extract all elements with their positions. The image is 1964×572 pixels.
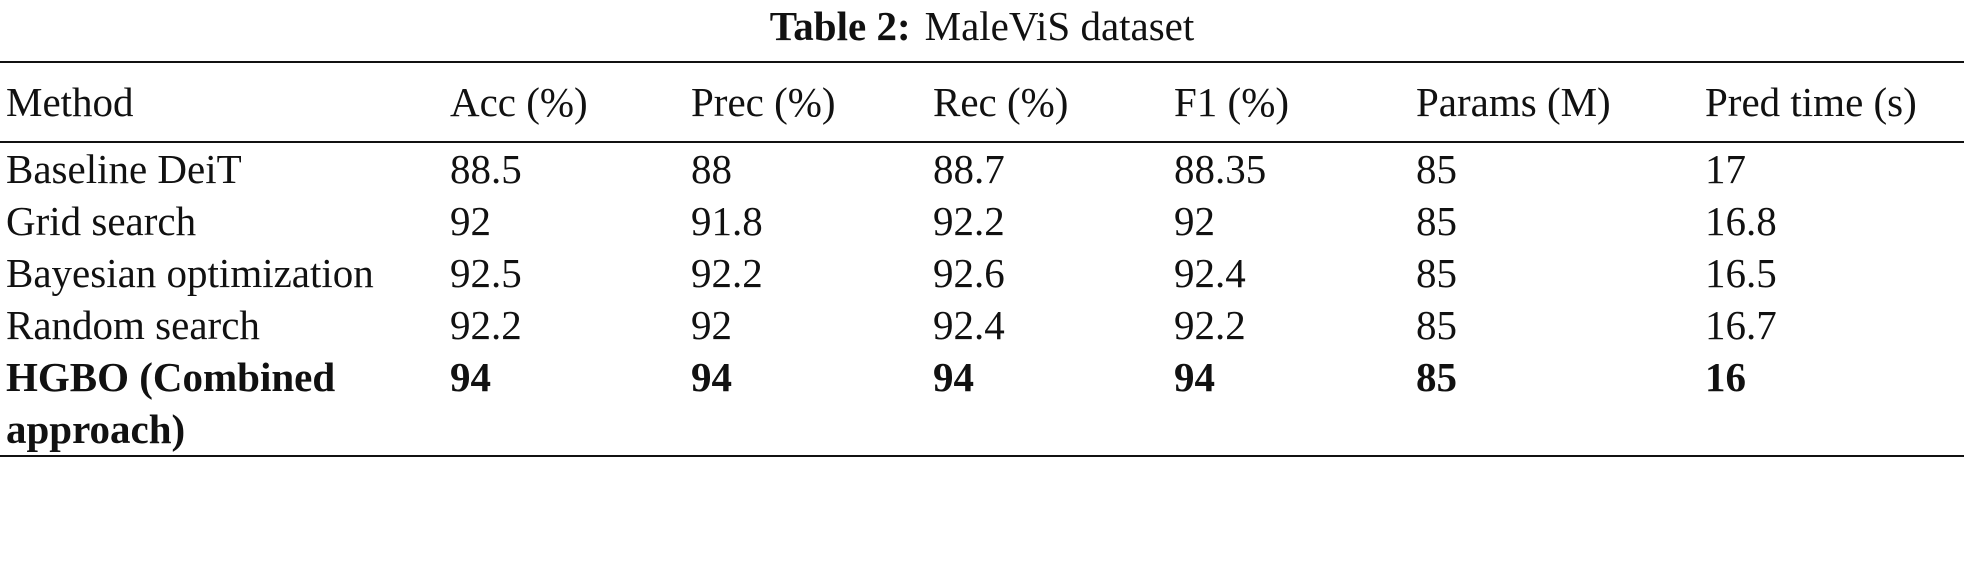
cell-params: 85: [1416, 146, 1457, 192]
cell-rec: 92.2: [933, 198, 1005, 244]
cell-rec: 92.4: [933, 302, 1005, 348]
cell-acc: 88.5: [450, 146, 522, 192]
header-rec: Rec (%): [933, 79, 1069, 125]
header-prec: Prec (%): [691, 79, 836, 125]
header-method: Method: [6, 79, 134, 125]
cell-f1: 92.4: [1174, 250, 1246, 296]
cell-acc: 92: [450, 198, 491, 244]
cell-method: Grid search: [6, 198, 197, 244]
cell-prec: 92.2: [691, 250, 763, 296]
table-row-highlighted: HGBO (Combined approach) 94 94 94 94 85 …: [0, 351, 1964, 456]
cell-f1: 92.2: [1174, 302, 1246, 348]
cell-f1: 88.35: [1174, 146, 1267, 192]
table-caption-label: Table 2:: [769, 3, 911, 49]
cell-acc: 94: [450, 354, 491, 400]
table-body: Baseline DeiT 88.5 88 88.7 88.35 85 17 G…: [0, 142, 1964, 456]
header-row: Method Acc (%) Prec (%) Rec (%) F1 (%) P…: [0, 62, 1964, 142]
cell-params: 85: [1416, 302, 1457, 348]
cell-rec: 88.7: [933, 146, 1005, 192]
table-row: Bayesian optimization 92.5 92.2 92.6 92.…: [0, 247, 1964, 299]
cell-params: 85: [1416, 250, 1457, 296]
header-params: Params (M): [1416, 79, 1611, 125]
table-row: Grid search 92 91.8 92.2 92 85 16.8: [0, 195, 1964, 247]
header-f1: F1 (%): [1174, 79, 1290, 125]
cell-acc: 92.5: [450, 250, 522, 296]
table-row: Baseline DeiT 88.5 88 88.7 88.35 85 17: [0, 142, 1964, 195]
cell-pred-time: 17: [1705, 146, 1746, 192]
cell-rec: 94: [933, 354, 974, 400]
cell-rec: 92.6: [933, 250, 1005, 296]
cell-method: Baseline DeiT: [6, 146, 242, 192]
cell-prec: 94: [691, 354, 732, 400]
cell-prec: 92: [691, 302, 732, 348]
cell-params: 85: [1416, 354, 1457, 400]
cell-prec: 91.8: [691, 198, 763, 244]
cell-pred-time: 16.7: [1705, 302, 1777, 348]
header-pred-time: Pred time (s): [1705, 79, 1917, 125]
cell-f1: 92: [1174, 198, 1215, 244]
cell-prec: 88: [691, 146, 732, 192]
cell-method: HGBO (Combined approach): [6, 354, 336, 452]
cell-acc: 92.2: [450, 302, 522, 348]
table-caption: Table 2: MaleViS dataset: [0, 2, 1964, 50]
table-row: Random search 92.2 92 92.4 92.2 85 16.7: [0, 299, 1964, 351]
results-table: Method Acc (%) Prec (%) Rec (%) F1 (%) P…: [0, 61, 1964, 457]
cell-pred-time: 16: [1705, 354, 1746, 400]
cell-pred-time: 16.8: [1705, 198, 1777, 244]
cell-method: Random search: [6, 302, 260, 348]
header-acc: Acc (%): [450, 79, 588, 125]
cell-method: Bayesian optimization: [6, 250, 374, 296]
cell-f1: 94: [1174, 354, 1215, 400]
table-caption-title: MaleViS dataset: [924, 3, 1195, 49]
cell-pred-time: 16.5: [1705, 250, 1777, 296]
cell-params: 85: [1416, 198, 1457, 244]
table-header: Method Acc (%) Prec (%) Rec (%) F1 (%) P…: [0, 62, 1964, 142]
